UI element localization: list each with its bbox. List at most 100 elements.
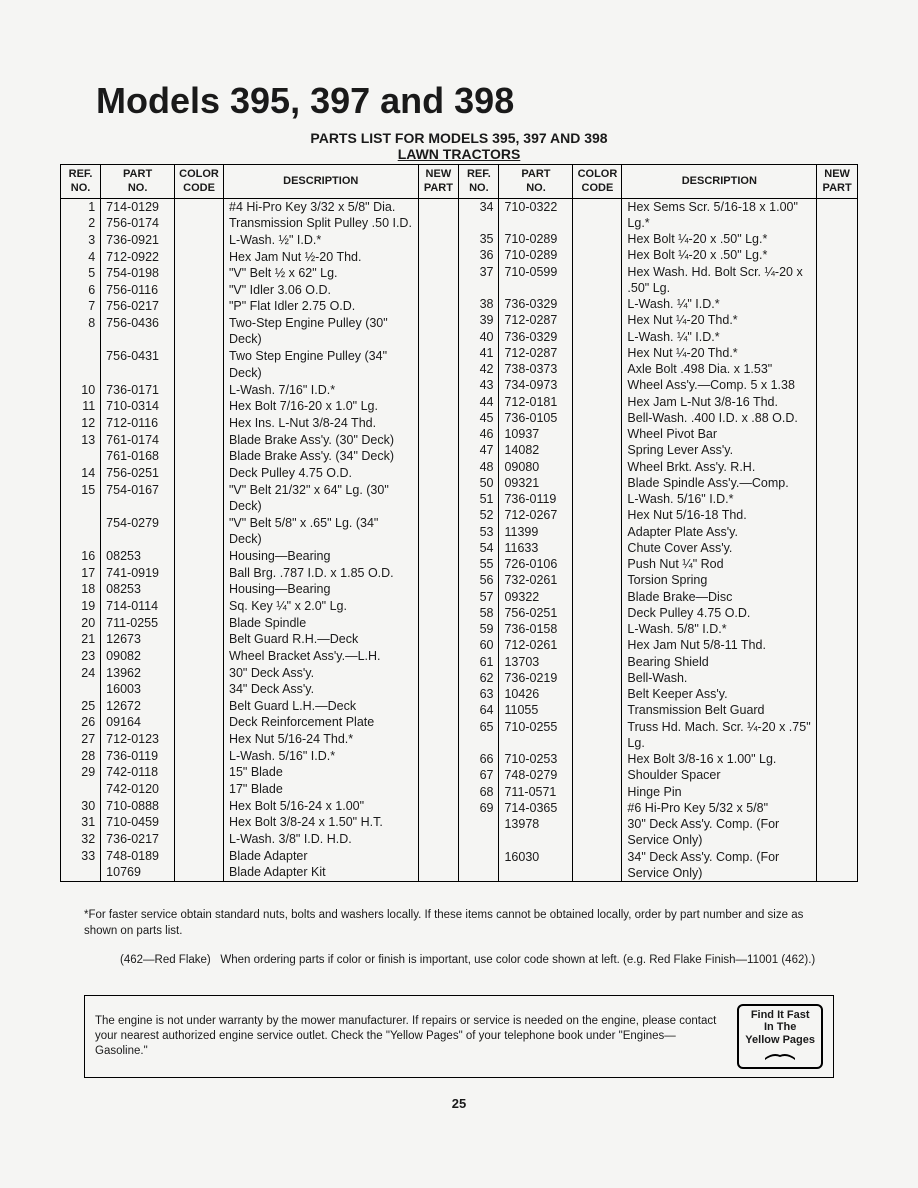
table-row: 29742-011815" Blade — [61, 764, 459, 781]
cell-color — [573, 410, 622, 426]
col-part: PART NO. — [101, 165, 175, 198]
cell-part: 712-0116 — [101, 415, 175, 432]
cell-newpart — [817, 540, 857, 556]
cell-desc: L-Wash. 3/8" I.D. H.D. — [224, 831, 419, 848]
cell-part: 08253 — [101, 581, 175, 598]
cell-newpart — [817, 459, 857, 475]
cell-part: 10769 — [101, 864, 175, 881]
cell-ref: 50 — [459, 475, 499, 491]
cell-part: 710-0253 — [499, 751, 573, 767]
cell-color — [175, 482, 224, 515]
cell-newpart — [817, 751, 857, 767]
cell-newpart — [418, 781, 459, 798]
cell-color — [175, 764, 224, 781]
cell-newpart — [817, 345, 857, 361]
cell-desc: 30" Deck Ass'y. Comp. (For Service Only) — [622, 816, 817, 849]
cell-color — [175, 215, 224, 232]
cell-desc: L-Wash. ¼" I.D.* — [622, 329, 817, 345]
cell-ref — [459, 816, 499, 849]
cell-part: 738-0373 — [499, 361, 573, 377]
cell-newpart — [817, 377, 857, 393]
cell-color — [175, 598, 224, 615]
table-row: 39712-0287Hex Nut ¼-20 Thd.* — [459, 312, 857, 328]
cell-desc: Shoulder Spacer — [622, 767, 817, 783]
table-row: 2112673Belt Guard R.H.—Deck — [61, 631, 459, 648]
cell-desc: Hex Jam Nut 5/8-11 Thd. — [622, 637, 817, 653]
cell-desc: Bell-Wash. — [622, 670, 817, 686]
cell-color — [573, 491, 622, 507]
cell-part: 12673 — [101, 631, 175, 648]
cell-ref: 38 — [459, 296, 499, 312]
cell-ref: 7 — [61, 298, 101, 315]
table-row: 35710-0289Hex Bolt ¼-20 x .50" Lg.* — [459, 231, 857, 247]
cell-ref: 45 — [459, 410, 499, 426]
cell-desc: Housing—Bearing — [224, 581, 419, 598]
cell-color — [573, 198, 622, 231]
cell-ref: 51 — [459, 491, 499, 507]
cell-ref: 20 — [61, 615, 101, 632]
cell-color — [573, 312, 622, 328]
cell-color — [175, 415, 224, 432]
cell-newpart — [418, 831, 459, 848]
cell-desc: #4 Hi-Pro Key 3/32 x 5/8" Dia. — [224, 198, 419, 215]
cell-desc: Deck Pulley 4.75 O.D. — [224, 465, 419, 482]
cell-desc: L-Wash. 7/16" I.D.* — [224, 382, 419, 399]
cell-newpart — [418, 764, 459, 781]
cell-desc: Push Nut ¼" Rod — [622, 556, 817, 572]
col-desc: DESCRIPTION — [224, 165, 419, 198]
cell-ref: 64 — [459, 702, 499, 718]
cell-newpart — [817, 605, 857, 621]
table-row: 5411633Chute Cover Ass'y. — [459, 540, 857, 556]
cell-desc: "V" Belt 5/8" x .65" Lg. (34" Deck) — [224, 515, 419, 548]
cell-ref: 68 — [459, 784, 499, 800]
cell-part: 711-0571 — [499, 784, 573, 800]
col-newpart: NEW PART — [817, 165, 857, 198]
cell-ref: 12 — [61, 415, 101, 432]
cell-part: 714-0129 — [101, 198, 175, 215]
cell-desc: 17" Blade — [224, 781, 419, 798]
cell-part: 741-0919 — [101, 565, 175, 582]
cell-ref: 34 — [459, 198, 499, 231]
cell-desc: Hex Wash. Hd. Bolt Scr. ¼-20 x .50" Lg. — [622, 264, 817, 297]
cell-part: 726-0106 — [499, 556, 573, 572]
cell-ref — [61, 348, 101, 381]
cell-newpart — [817, 491, 857, 507]
table-row: 4809080Wheel Brkt. Ass'y. R.H. — [459, 459, 857, 475]
cell-color — [573, 231, 622, 247]
col-newpart: NEW PART — [418, 165, 459, 198]
cell-desc: Belt Guard L.H.—Deck — [224, 698, 419, 715]
cell-part: 736-0219 — [499, 670, 573, 686]
table-row: 30710-0888Hex Bolt 5/16-24 x 1.00" — [61, 798, 459, 815]
cell-color — [573, 507, 622, 523]
cell-newpart — [418, 448, 459, 465]
cell-newpart — [418, 432, 459, 449]
cell-desc: Hex Bolt ¼-20 x .50" Lg.* — [622, 231, 817, 247]
cell-part: 736-0217 — [101, 831, 175, 848]
table-row: 1608253Housing—Bearing — [61, 548, 459, 565]
cell-ref: 43 — [459, 377, 499, 393]
cell-newpart — [418, 598, 459, 615]
cell-desc: #6 Hi-Pro Key 5/32 x 5/8" — [622, 800, 817, 816]
cell-newpart — [418, 232, 459, 249]
cell-newpart — [817, 589, 857, 605]
table-row: 754-0279"V" Belt 5/8" x .65" Lg. (34" De… — [61, 515, 459, 548]
cell-part: 712-0267 — [499, 507, 573, 523]
table-row: 62736-0219 Bell-Wash. — [459, 670, 857, 686]
cell-color — [175, 315, 224, 348]
cell-ref: 62 — [459, 670, 499, 686]
cell-color — [573, 784, 622, 800]
cell-ref: 25 — [61, 698, 101, 715]
cell-color — [175, 864, 224, 881]
cell-newpart — [418, 265, 459, 282]
cell-color — [175, 565, 224, 582]
table-row: 2309082Wheel Bracket Ass'y.—L.H. — [61, 648, 459, 665]
cell-color — [573, 329, 622, 345]
cell-ref: 14 — [61, 465, 101, 482]
table-row: 6411055Transmission Belt Guard — [459, 702, 857, 718]
cell-newpart — [418, 798, 459, 815]
cell-desc: Wheel Pivot Bar — [622, 426, 817, 442]
footnote-color: (462—Red Flake) When ordering parts if c… — [120, 953, 834, 969]
cell-newpart — [418, 249, 459, 266]
cell-newpart — [418, 631, 459, 648]
cell-part: 742-0120 — [101, 781, 175, 798]
